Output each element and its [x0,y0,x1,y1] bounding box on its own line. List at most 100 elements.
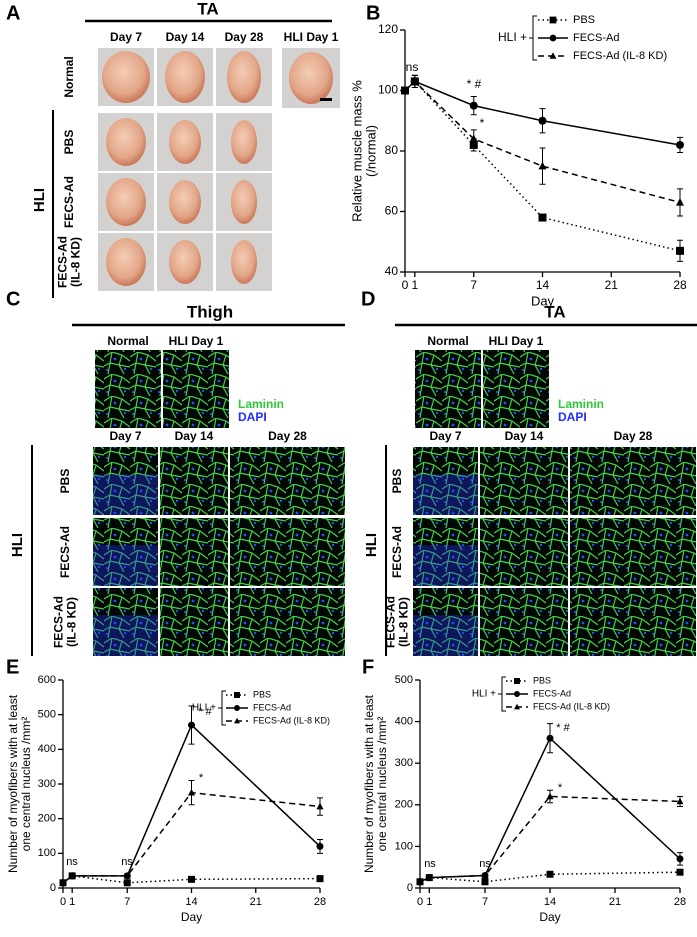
column-header: Day 28 [268,429,307,443]
data-point [538,116,547,125]
x-axis-label: Day [181,910,202,924]
series-line [419,736,681,883]
micrograph [415,350,481,428]
data-point [546,870,554,878]
micrograph [93,518,158,586]
muscle-sample [106,118,146,166]
column-header: Day 7 [429,429,461,443]
y-tick-label: 400 [38,743,56,755]
x-tick-label: 0 [417,896,423,908]
nuclei-overlay [93,474,158,515]
data-point [68,872,76,879]
micrograph [93,447,158,515]
y-tick-label: 60 [385,204,399,218]
legend-bracket [529,15,537,61]
y-tick-label: 500 [395,674,413,686]
column-header: HLI Day 1 [284,30,339,44]
panel-title: TA [544,302,565,321]
nuclei-overlay [413,545,478,586]
y-tick-label: 200 [38,813,56,825]
muscle-sample [106,238,146,286]
x-tick-label: 0 [402,278,409,292]
muscle-sample [169,180,201,224]
micrograph [95,350,161,428]
y-tick-label: 400 [395,716,413,728]
nuclei-overlay [413,615,478,656]
row-label: FECS-Ad [390,526,404,578]
nuclei-overlay [413,474,478,515]
series-line [62,791,321,884]
data-point [481,871,489,879]
x-axis-label: Day [539,910,560,924]
column-header: Day 28 [614,429,653,443]
micrograph [160,518,228,586]
annotation: ns [66,856,78,868]
muscle-sample [231,180,257,224]
data-point [676,198,684,206]
micrograph [93,588,158,656]
y-axis-label: Number of myofibers with at least [362,694,376,873]
row-label: FECS-Ad [58,526,72,578]
y-tick-label: 100 [378,83,398,97]
x-tick-label: 21 [605,278,619,292]
micrograph [480,588,568,656]
micrograph [160,588,228,656]
x-tick-label: 7 [470,278,477,292]
stain-label: DAPI [238,410,267,424]
panel-label: C [6,288,20,310]
data-point [188,721,195,729]
x-tick-label: 28 [674,896,686,908]
y-axis-label: Number of myofibers with at least [6,694,20,873]
legend-title: HLI + [498,30,527,44]
micrograph [480,518,568,586]
panel-label: A [6,2,20,24]
legend-marker [234,692,240,698]
row-label: (IL-8 KD) [65,597,79,647]
muscle-sample [169,240,201,284]
legend-label: PBS [533,675,551,685]
panel-title: TA [197,0,218,18]
data-point [676,868,684,876]
micrograph [570,518,696,586]
annotation: ns [406,60,419,74]
data-point [538,213,547,222]
scale-bar [320,98,332,101]
y-tick-label: 500 [38,709,56,721]
data-point [316,842,324,850]
data-point [123,872,131,879]
y-tick-label: 120 [378,22,398,36]
data-point [676,855,684,863]
legend-label: PBS [573,14,595,26]
stain-label: Laminin [558,397,604,411]
legend-label: FECS-Ad (IL-8 KD) [573,50,667,62]
x-tick-label: 28 [314,896,326,908]
micrograph [570,447,696,515]
muscle-sample [289,52,333,104]
data-point [425,873,433,881]
legend-bracket [498,676,506,712]
micrograph [413,447,478,515]
data-point [538,161,547,170]
x-tick-label: 1 [426,896,432,908]
column-header: Day 28 [225,30,264,44]
row-label: FECS-Ad [52,596,66,648]
micrograph [483,350,549,428]
column-header: Normal [107,334,148,348]
column-header: Day 14 [505,429,544,443]
x-tick-label: 1 [411,278,418,292]
data-point [188,788,195,796]
x-tick-label: 7 [482,896,488,908]
y-axis-label: one central nucleus /mm² [375,717,389,852]
x-axis-label: Day [531,293,555,308]
annotation: * # [467,77,482,91]
row-label: Normal [62,56,76,97]
y-tick-label: 300 [38,778,56,790]
column-header: Day 14 [175,429,214,443]
row-label: PBS [58,469,72,494]
y-tick-label: 80 [385,143,399,157]
y-axis-label: Relative muscle mass % [349,80,364,222]
row-label: FECS-Ad [62,176,76,228]
stain-label: Laminin [238,397,284,411]
annotation: ns [121,856,133,868]
